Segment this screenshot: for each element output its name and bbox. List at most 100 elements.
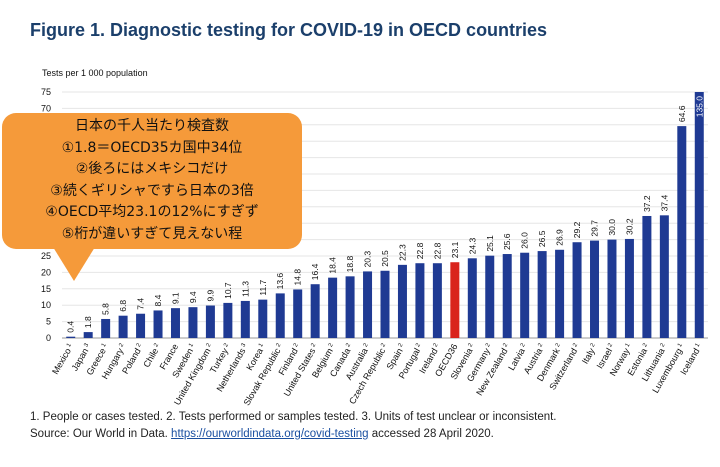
bar-denmark [555,249,565,338]
source-link[interactable]: https://ourworldindata.org/covid-testing [171,428,369,440]
value-label: 20.3 [363,251,373,268]
source-prefix: Source: Our World in Data. [30,428,172,440]
bar-turkey [223,302,233,338]
value-label: 22.3 [397,244,407,261]
y-tick-label: 70 [41,103,51,113]
value-label: 9.1 [170,292,180,304]
footnote-mark: 2 [379,342,387,350]
y-tick-label: 10 [41,300,51,310]
footnote-mark: 3 [240,342,248,350]
value-label: 23.1 [450,241,460,258]
bar-korea [258,299,268,338]
y-tick-label: 15 [41,284,51,294]
value-label: 135.0 [694,96,704,118]
bar-australia [363,271,373,338]
bar-mexico [66,336,76,338]
bar-netherlands [240,300,250,338]
y-tick-label: 25 [41,251,51,261]
bar-japan [83,332,93,338]
value-label: 30.0 [607,219,617,236]
footnote-mark: 2 [118,342,126,350]
footnote-mark: 1 [257,342,265,350]
x-tick-label: Mexico 1 [50,341,76,376]
value-label: 24.3 [467,237,477,254]
source-line: Source: Our World in Data. https://ourwo… [30,426,557,443]
source-suffix: accessed 28 April 2020. [368,428,494,440]
footnote-mark: 2 [467,342,475,350]
footnote-mark: 1 [187,342,195,350]
footnote-mark: 2 [362,342,370,350]
value-label: 0.4 [66,321,76,333]
footnote-mark: 2 [310,342,318,350]
bar-lithuania [659,215,669,338]
bar-united-kingdom [205,305,215,338]
bar-slovak-republic [275,293,285,338]
value-label: 37.2 [642,195,652,212]
bar-hungary [118,315,128,338]
callout-text: 日本の千人当たり検査数 ①1.8＝OECD35カ国中34位 ②後ろにはメキシコだ… [2,116,302,245]
bar-united-states [310,284,320,338]
value-label: 18.8 [345,256,355,273]
footnote-mark: 3 [83,342,91,350]
bar-france [170,308,180,338]
footnote-mark: 2 [152,342,160,350]
bar-canada [345,276,355,338]
value-label: 5.8 [101,303,111,315]
y-axis-title: Tests per 1 000 population [42,68,148,78]
value-label: 6.8 [118,300,128,312]
footnote-mark: 2 [275,342,283,350]
bar-belgium [328,277,338,338]
footnote-mark: 2 [589,342,597,350]
callout-line-3: ②後ろにはメキシコだけ [75,161,229,177]
bar-luxembourg [677,126,687,338]
value-label: 10.7 [223,282,233,299]
value-label: 37.4 [659,195,669,212]
bar-poland [136,313,146,338]
callout-pointer [53,247,95,281]
footnote-mark: 1 [65,342,73,350]
bar-israel [607,239,617,338]
bar-germany [485,255,495,338]
bar-new-zealand [502,254,512,338]
footnote-mark: 2 [292,342,300,350]
footnote-mark: 1 [694,342,702,350]
footnote-mark: 1 [676,342,684,350]
figure-notes: 1. People or cases tested. 2. Tests perf… [30,409,557,443]
footnote-mark: 2 [135,342,143,350]
bar-norway [624,238,634,338]
bar-latvia [520,252,530,338]
callout-line-4: ③続くギリシャですら日本の3倍 [50,182,254,199]
value-label: 29.2 [572,221,582,238]
value-label: 25.1 [485,235,495,252]
bar-finland [293,289,303,338]
value-label: 9.4 [188,291,198,303]
footnote-mark: 2 [641,342,649,350]
bar-chile [153,310,163,338]
value-label: 14.8 [293,269,303,286]
value-label: 18.4 [328,257,338,274]
footnote-mark: 1 [100,342,108,350]
footnote-mark: 2 [432,342,440,350]
value-label: 64.6 [677,105,687,122]
callout-line-5: ④OECD平均23.1の12%にすぎず [45,204,259,220]
value-label: 9.9 [205,289,215,301]
bar-portugal [415,263,425,338]
value-label: 22.8 [415,242,425,259]
value-label: 29.7 [590,220,600,237]
bar-spain [397,264,407,338]
bar-iceland [694,92,704,338]
bar-estonia [642,215,652,338]
callout-box [2,113,302,249]
bar-slovenia [467,258,477,338]
bar-switzerland [572,242,582,338]
footnote-mark: 2 [502,342,510,350]
bar-czech-republic [380,270,390,338]
y-tick-label: 75 [41,87,51,97]
value-label: 11.7 [258,279,268,295]
footnote-mark: 2 [606,342,614,350]
footnote-mark: 2 [205,342,213,350]
footnote-mark: 2 [345,342,353,350]
footnote-mark: 2 [537,342,545,350]
y-tick-label: 0 [46,333,51,343]
